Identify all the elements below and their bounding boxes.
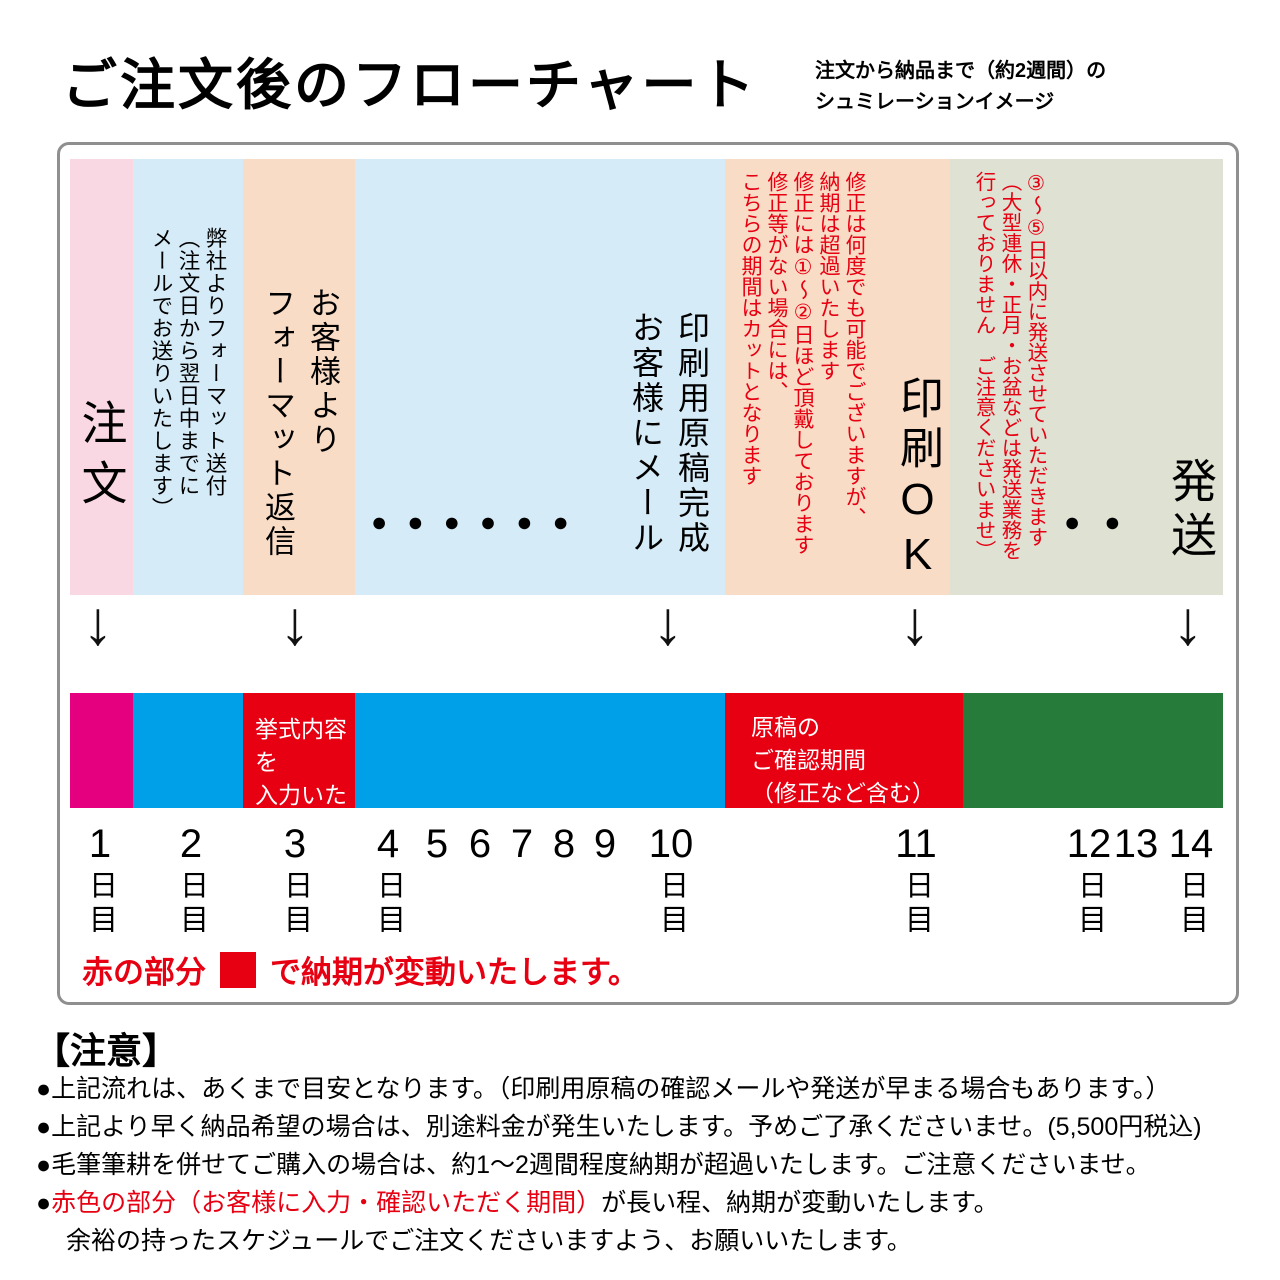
- subtitle-line-2: シュミレーションイメージ: [815, 91, 1055, 113]
- caution-note-2: ●上記より早く納品希望の場合は、別途料金が発生いたします。予めご了承くださいませ…: [36, 1113, 1202, 1141]
- caution-note-5: 余裕の持ったスケジュールでご注文くださいますよう、お願いいたします。: [66, 1227, 912, 1255]
- day-label-12: 12 日目: [1066, 822, 1112, 938]
- step-column-print-ok: 修正は何度でも可能でございますが、 納期は超過いたします 修正には①～②日ほど頂…: [725, 159, 950, 595]
- red-square-icon: [220, 951, 256, 988]
- red-period-legend: 赤の部分 で納期が変動いたします。: [82, 947, 639, 992]
- step-order-label: 注文: [75, 399, 128, 519]
- step-column-draft-complete: 印刷用原稿完成 お客様にメール ●●●●●●: [355, 159, 725, 595]
- day-label-10: 10 日目: [648, 822, 694, 938]
- timeline-segment-format-sent: [133, 693, 243, 808]
- step-format-reply-label: お客様より フォーマット返信: [260, 287, 340, 559]
- down-arrow-icon: ↓: [652, 589, 684, 658]
- day-label-9: 9: [593, 822, 617, 866]
- legend-text-pre: 赤の部分: [82, 955, 206, 990]
- day-label-6: 6: [468, 822, 492, 866]
- caution-heading: 【注意】: [34, 1030, 179, 1071]
- legend-text-post: で納期が変動いたします。: [270, 955, 639, 990]
- timeline-bar: 挙式内容を 入力いただく 期間 原稿の ご確認期間 （修正など含む）: [70, 693, 1223, 874]
- subtitle-line-1: 注文から納品まで（約2週間）の: [815, 60, 1107, 82]
- day-label-7: 7: [510, 822, 534, 866]
- step-print-ok-label: 印刷OK: [893, 375, 942, 585]
- page-subtitle: 注文から納品まで（約2週間）の シュミレーションイメージ: [815, 56, 1106, 118]
- customer-input-period-label: 挙式内容を 入力いただく 期間: [255, 716, 347, 874]
- day-label-3: 3 日目: [279, 822, 312, 938]
- down-arrow-icon: ↓: [1172, 589, 1204, 658]
- caution-note-4-red: 赤色の部分（お客様に入力・確認いただく期間）: [51, 1189, 602, 1217]
- revision-period-note: 修正は何度でも可能でございますが、 納期は超過いたします 修正には①～②日ほど頂…: [739, 171, 866, 555]
- day-label-1: 1 日目: [84, 822, 117, 938]
- timeline-segment-proof-check: 原稿の ご確認期間 （修正など含む）: [725, 693, 963, 808]
- ellipsis-dots-icon: ●●●●●●: [371, 507, 589, 537]
- timeline-segment-order: [70, 693, 133, 808]
- step-column-order: 注文: [70, 159, 133, 595]
- caution-note-4-rest: が長い程、納期が変動いたします。: [601, 1189, 999, 1217]
- down-arrow-icon: ↓: [279, 589, 311, 658]
- step-draft-complete-label: 印刷用原稿完成 お客様にメール: [628, 311, 710, 556]
- caution-note-3: ●毛筆筆耕を併せてご購入の場合は、約1～2週間程度納期が超過いたします。ご注意く…: [36, 1151, 1151, 1179]
- step-column-format-sent: 弊社よりフォーマット送付 （注文日から翌日中までに メールでお送りいたします）: [133, 159, 243, 595]
- ellipsis-dots-icon: ●●: [1064, 507, 1145, 537]
- caution-note-1: ●上記流れは、あくまで目安となります。（印刷用原稿の確認メールや発送が早まる場合…: [36, 1075, 1171, 1103]
- timeline-segment-production: [355, 693, 725, 808]
- step-column-shipping: ③～⑤日以内に発送させていただきます （大型連休・正月・お盆などは発送業務を 行…: [950, 159, 1223, 595]
- timeline-segment-customer-input: 挙式内容を 入力いただく 期間: [243, 693, 355, 874]
- down-arrow-icon: ↓: [899, 589, 931, 658]
- day-label-5: 5: [425, 822, 449, 866]
- timeline-segment-shipping: [963, 693, 1223, 808]
- day-label-4: 4 日目: [372, 822, 405, 938]
- step-format-sent-note: 弊社よりフォーマット送付 （注文日から翌日中までに メールでお送りいたします）: [149, 227, 227, 520]
- proof-check-period-label: 原稿の ご確認期間 （修正など含む）: [751, 714, 935, 806]
- flow-diagram-panel: 注文 弊社よりフォーマット送付 （注文日から翌日中までに メールでお送りいたしま…: [57, 142, 1239, 1005]
- day-label-14: 14 日目: [1168, 822, 1214, 938]
- step-shipping-label: 発送: [1165, 457, 1217, 565]
- shipping-period-note: ③～⑤日以内に発送させていただきます （大型連休・正月・お盆などは発送業務を 行…: [972, 171, 1047, 561]
- caution-note-4: ●赤色の部分（お客様に入力・確認いただく期間）が長い程、納期が変動いたします。: [36, 1184, 1256, 1222]
- day-label-2: 2 日目: [175, 822, 208, 938]
- day-label-11: 11 日目: [895, 822, 937, 938]
- down-arrow-icon: ↓: [82, 589, 114, 658]
- day-label-13: 13: [1113, 822, 1159, 866]
- page-title: ご注文後のフローチャート: [62, 54, 758, 116]
- day-label-8: 8: [552, 822, 576, 866]
- caution-notes: ●上記流れは、あくまで目安となります。（印刷用原稿の確認メールや発送が早まる場合…: [36, 1070, 1256, 1260]
- step-column-format-reply: お客様より フォーマット返信: [243, 159, 355, 595]
- bullet-icon: ●: [36, 1189, 52, 1217]
